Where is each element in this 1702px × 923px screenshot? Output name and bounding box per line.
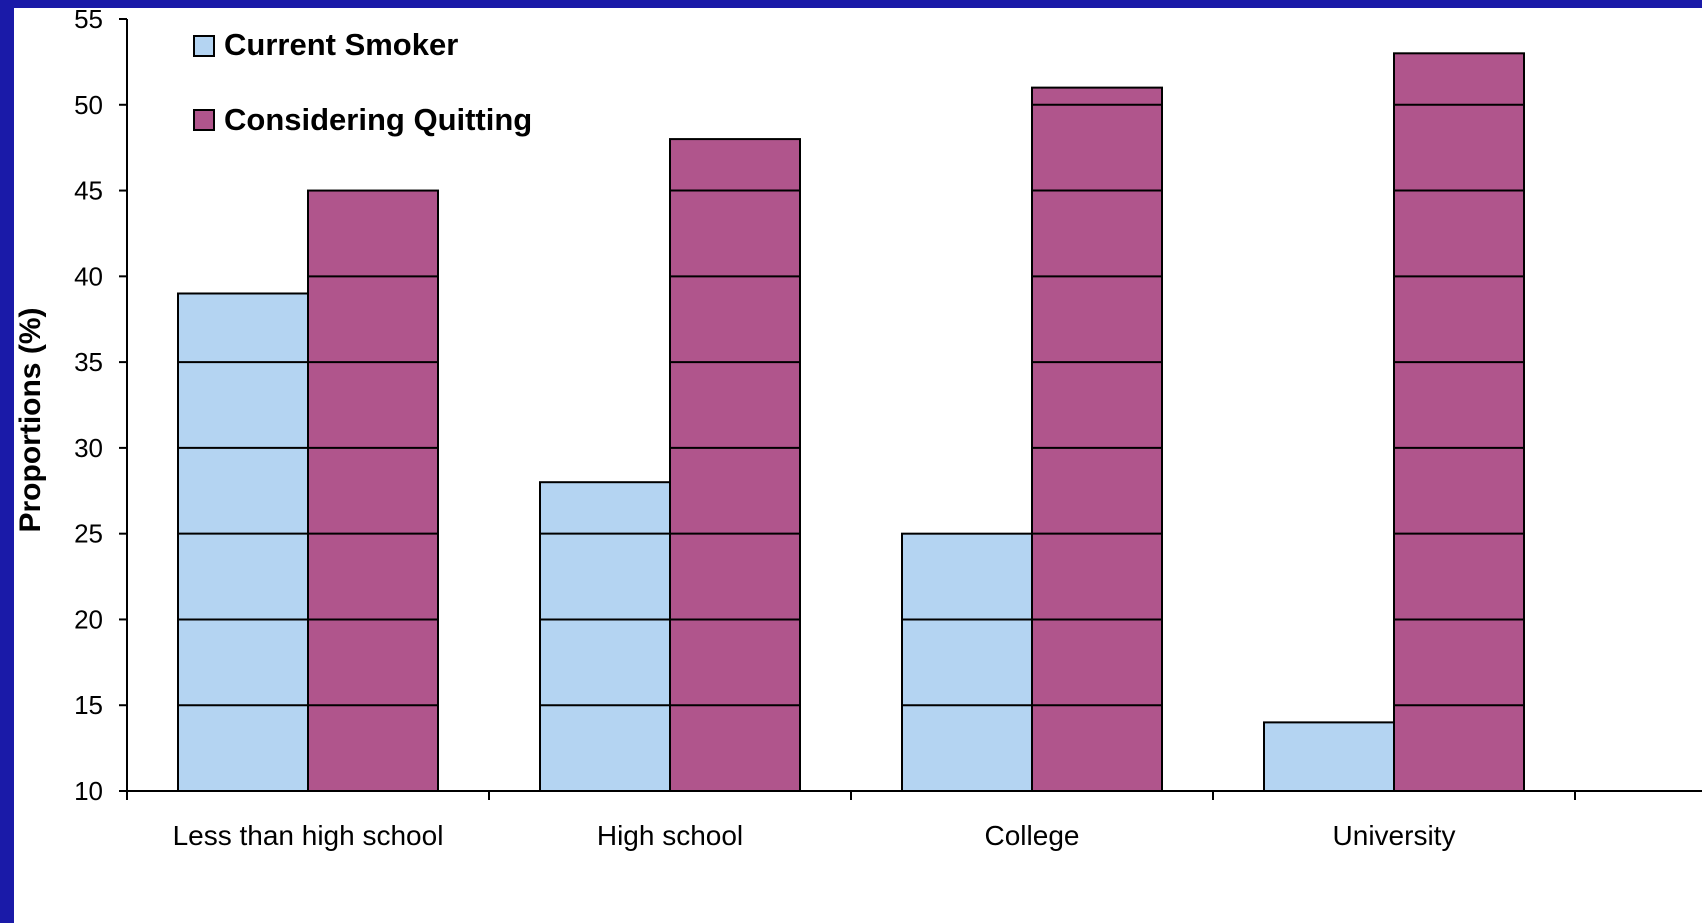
bar-current-smoker-university	[1263, 721, 1395, 793]
y-tick-label: 50	[74, 90, 103, 120]
bar-considering-quitting-high-school	[669, 138, 801, 793]
x-category-label-less-than-high-school: Less than high school	[173, 820, 444, 851]
bars-layer	[177, 52, 1525, 793]
bar-chart: 10 15 20 25 30 35 40 45 50 55 Less than high scho…	[14, 8, 1702, 851]
legend-label-current-smoker: Current Smoker	[224, 27, 458, 62]
x-categories-layer: Less than high school High school College U…	[126, 791, 1576, 851]
y-tick-label: 45	[74, 176, 103, 206]
bar-current-smoker-less-than-high-school	[177, 292, 309, 792]
y-tick-label: 15	[74, 690, 103, 720]
x-category-label-university: University	[1333, 820, 1456, 851]
y-tick-label: 30	[74, 433, 103, 463]
bar-considering-quitting-college	[1031, 86, 1163, 793]
y-tick-label: 10	[74, 776, 103, 806]
x-category-label-high-school: High school	[597, 820, 743, 851]
legend-swatch-current-smoker	[193, 35, 215, 57]
x-category-label-college: College	[985, 820, 1080, 851]
legend: Current Smoker Considering Quitting	[193, 27, 532, 137]
axes-layer	[126, 19, 1702, 792]
legend-swatch-considering-quitting	[193, 109, 215, 131]
bar-considering-quitting-university	[1393, 52, 1525, 793]
y-tick-label: 25	[74, 519, 103, 549]
y-axis-title: Proportions (%)	[14, 308, 47, 533]
y-tick-label: 55	[74, 8, 103, 34]
y-tick-label: 40	[74, 261, 103, 291]
chart-frame: 10 15 20 25 30 35 40 45 50 55 Less than high scho…	[14, 8, 1702, 923]
bar-current-smoker-high-school	[539, 481, 671, 792]
y-ticks-layer: 10 15 20 25 30 35 40 45 50 55	[74, 8, 127, 806]
bar-considering-quitting-less-than-high-school	[307, 189, 439, 793]
legend-label-considering-quitting: Considering Quitting	[224, 102, 532, 137]
bar-current-smoker-college	[901, 532, 1033, 793]
y-tick-label: 35	[74, 347, 103, 377]
y-tick-label: 20	[74, 604, 103, 634]
